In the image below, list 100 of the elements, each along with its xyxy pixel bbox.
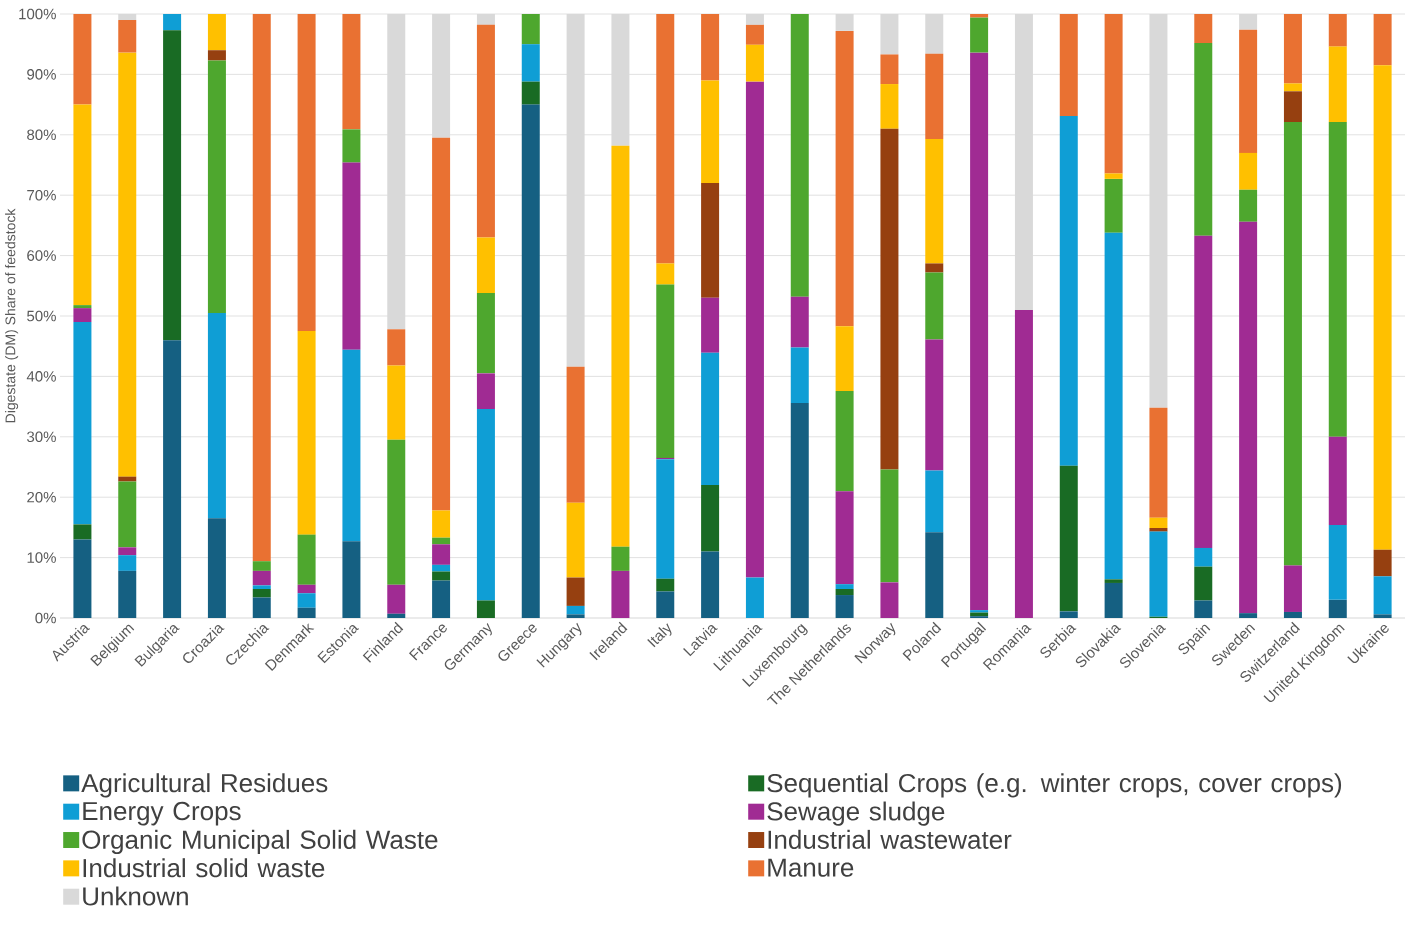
y-tick-label: 80% [27,129,56,141]
bar [925,272,944,340]
bar [476,409,495,601]
bar [1239,613,1258,618]
bar [1283,565,1302,612]
bar [1149,531,1168,617]
bar [342,541,361,618]
legend-label: Industrial wastewater [768,829,1012,849]
y-axis-title: Digestate (DM) Share of feedstock [5,208,19,423]
bar [835,595,854,618]
bar [476,237,495,294]
bar [611,570,630,618]
bar [566,605,585,615]
bar [1104,13,1123,174]
legend-label: Manure [768,858,854,877]
bar [73,13,92,105]
bar [1373,549,1392,577]
bar [207,50,226,61]
bar [207,518,226,618]
bar [1149,528,1168,532]
bar [476,600,495,618]
bar [745,577,764,618]
legend-label: Agricultural Residues [81,773,328,798]
bar [970,610,989,613]
bar [835,584,854,589]
bar [118,570,137,618]
bar [1328,13,1347,47]
bar [342,13,361,130]
bar [297,607,316,618]
bar [701,13,720,81]
bar [432,544,451,565]
bar [1373,614,1392,618]
bar [297,331,316,535]
bar [476,373,495,410]
bar [163,340,182,618]
bar [521,13,540,45]
bar [387,329,406,366]
bar [163,13,182,31]
bar [1373,576,1392,615]
bar [566,614,585,618]
bar [118,52,137,477]
bar [432,510,451,538]
bar [1328,599,1347,618]
bar [387,584,406,614]
bar [342,162,361,350]
bar [1014,309,1033,618]
bar [656,284,675,458]
bar [521,44,540,82]
y-tick-label: 100% [19,8,56,20]
y-tick-label: 50% [27,310,56,322]
bar [970,13,989,18]
bar [1283,13,1302,84]
y-tick-label: 30% [27,431,56,443]
bar [387,439,406,585]
bar [118,481,137,548]
bar [1373,13,1392,66]
bar [790,347,809,403]
bar [566,502,585,578]
bar [207,13,226,51]
bar [1059,116,1078,466]
legend-label: Sewage sludge [767,801,945,826]
bar [476,293,495,374]
bar [656,13,675,264]
y-tick-label: 0% [35,612,56,624]
bar [925,339,944,471]
bar [252,597,271,618]
bar [1328,524,1347,600]
bar [1149,407,1168,518]
bar [790,13,809,297]
bar [925,53,944,140]
bar [701,551,720,618]
bar [432,537,451,545]
bar [656,459,675,579]
bar [1283,611,1302,618]
bar [745,81,764,578]
y-tick-label: 40% [26,371,56,382]
bar [925,263,944,273]
bar [252,570,271,586]
bar [656,578,675,592]
bar [745,24,764,45]
bar [701,485,720,552]
bar [1194,13,1213,43]
bar [342,129,361,163]
bar [207,60,226,313]
bar [566,366,585,503]
bar [835,30,854,327]
bar [1194,42,1213,236]
bar [1328,436,1347,525]
bar [880,582,899,618]
bar [1059,13,1078,117]
bar [73,305,92,309]
bar [701,352,720,486]
bar [73,308,92,323]
legend-label: Energy Crops [83,801,241,826]
bar [1194,566,1213,601]
bar [73,539,92,618]
bar [252,13,271,562]
y-tick-label: 70% [27,189,56,201]
y-tick-label: 60% [27,250,56,261]
bar [252,589,271,598]
